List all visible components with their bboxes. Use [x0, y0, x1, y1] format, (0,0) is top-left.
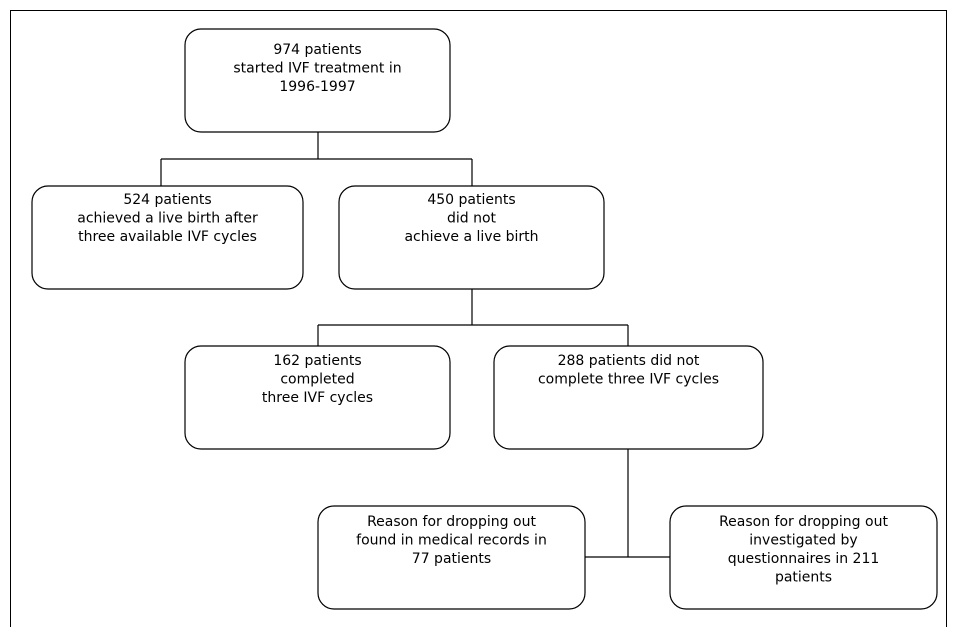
node-box [184, 345, 451, 450]
frame [10, 10, 947, 627]
node: 288 patients did not complete three IVF c… [493, 345, 764, 450]
node-text: 1996-1997 [279, 79, 355, 95]
node-text: 450 patients [427, 192, 515, 208]
node-box [669, 505, 938, 610]
node: Reason for dropping out investigated by qu… [669, 505, 938, 610]
node-text: achieve a live birth [404, 229, 538, 245]
node-text: 288 patients did not [558, 353, 700, 369]
node-text: Reason for dropping out [719, 514, 888, 530]
node-text: achieved a live birth after [77, 211, 258, 227]
node-text: did not [447, 211, 497, 227]
node: 450 patients did not achieve a live birth [338, 185, 605, 290]
node-text: started IVF treatment in [233, 61, 401, 77]
node-text: 524 patients [123, 192, 211, 208]
node-text: complete three IVF cycles [538, 372, 719, 388]
node-text: three IVF cycles [262, 390, 373, 406]
node-box [338, 185, 605, 290]
node-text: 974 patients [273, 42, 361, 58]
node-text: Reason for dropping out [367, 514, 536, 530]
node-box [31, 185, 304, 290]
node-text: completed [280, 372, 354, 388]
node: 524 patients achieved a live birth after t… [31, 185, 304, 290]
node-text: patients [775, 570, 832, 586]
node-text: found in medical records in [356, 533, 547, 549]
node-text: investigated by [749, 533, 857, 549]
node-text: 77 patients [412, 551, 491, 567]
node-box [317, 505, 586, 610]
node-box [493, 345, 764, 450]
node: Reason for dropping out found in medical … [317, 505, 586, 610]
node-text: questionnaires in 211 [728, 551, 880, 567]
node-text: three available IVF cycles [78, 229, 257, 245]
node-text: 162 patients [273, 353, 361, 369]
connectors [160, 132, 670, 558]
node-box [184, 28, 451, 133]
node: 974 patients started IVF treatment in 1996… [184, 28, 451, 133]
node: 162 patients completed three IVF cycles [184, 345, 451, 450]
